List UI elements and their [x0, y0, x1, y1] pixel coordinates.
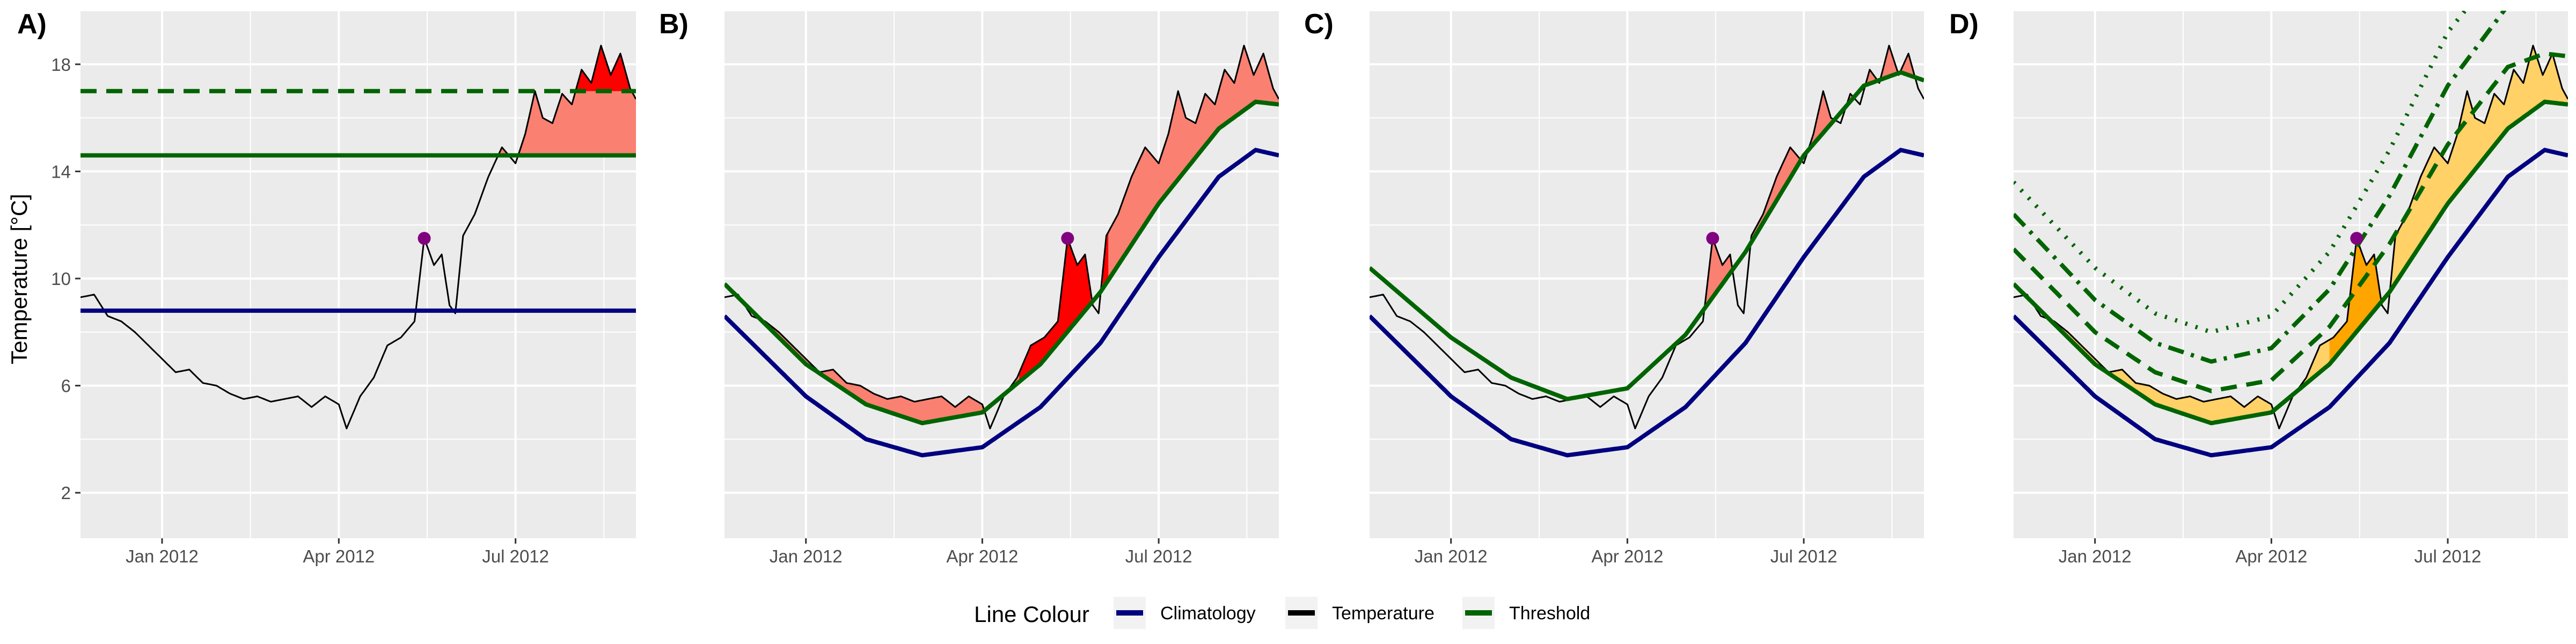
legend-label-temperature: Temperature: [1332, 603, 1435, 624]
x-tick-label: Jan 2012: [770, 546, 843, 566]
threshold-line: [1370, 70, 1924, 401]
percentile-line-dotted: [2014, 11, 2468, 334]
event-area: [1900, 53, 1914, 77]
x-tick-label: Apr 2012: [303, 546, 375, 566]
x-tick-label: Apr 2012: [2235, 546, 2307, 566]
x-tick-label: Jan 2012: [126, 546, 199, 566]
x-tick-label: Jan 2012: [1415, 546, 1488, 566]
panel-background: [2014, 11, 2568, 538]
y-tick-label: 2: [61, 483, 71, 503]
event-area: [1019, 238, 1091, 382]
x-tick-label: Jul 2012: [482, 546, 549, 566]
event-area: [1102, 45, 1279, 289]
climatology-line: [2014, 148, 2568, 458]
y-tick-label: 14: [51, 162, 71, 181]
percentile-line-dashdot: [2014, 11, 2507, 364]
legend-label-threshold: Threshold: [1509, 603, 1590, 624]
legend-title: Line Colour: [974, 602, 1089, 627]
temperature-line: [80, 45, 636, 429]
x-tick-label: Jul 2012: [1770, 546, 1838, 566]
threshold-line: [2014, 99, 2568, 426]
event-area: [2391, 45, 2568, 289]
event-area: [761, 320, 984, 423]
event-area: [2050, 320, 2273, 423]
y-axis-title: Temperature [°C]: [6, 194, 32, 364]
panel-d: Jan 2012 Apr 2012 Jul 2012 D): [1949, 9, 2568, 566]
y-tick-label: 6: [61, 376, 71, 396]
legend-item-temperature: Temperature: [1285, 597, 1435, 629]
panel-background: [724, 11, 1279, 538]
threshold-line: [724, 99, 1279, 426]
x-tick-label: Apr 2012: [946, 546, 1018, 566]
y-tick-label: 10: [51, 269, 71, 289]
x-tick-label: Apr 2012: [1591, 546, 1663, 566]
peak-marker: [1706, 232, 1719, 245]
peak-marker: [1061, 232, 1074, 245]
series-lines: [2014, 11, 2568, 458]
event-area: [1704, 238, 1732, 308]
y-tick-label: 18: [51, 55, 71, 75]
legend-item-threshold: Threshold: [1462, 597, 1590, 629]
series-lines: [724, 45, 1279, 458]
legend-item-climatology: Climatology: [1114, 597, 1256, 629]
panel-a: Jan 2012 Apr 2012 Jul 2012 2 6 10 14 18A): [17, 9, 636, 566]
percentile-line-dashed: [2014, 51, 2568, 393]
series-lines: [1370, 45, 1924, 458]
x-tick-label: Jan 2012: [2059, 546, 2132, 566]
series-lines: [80, 45, 636, 429]
panel-label: D): [1949, 9, 1979, 40]
panel-background: [80, 11, 636, 538]
panel-label: C): [1304, 9, 1334, 40]
event-area: [575, 45, 631, 91]
panel-c: Jan 2012 Apr 2012 Jul 2012 C): [1304, 9, 1924, 566]
climatology-line: [724, 148, 1279, 458]
event-area: [2329, 238, 2380, 364]
panel-b: Jan 2012 Apr 2012 Jul 2012 B): [659, 9, 1279, 566]
peak-marker: [2350, 232, 2363, 245]
x-tick-label: Jul 2012: [1125, 546, 1192, 566]
legend: Line Colour Climatology Temperature Thre…: [974, 597, 1590, 629]
panel-background: [1370, 11, 1924, 538]
temperature-line: [1370, 45, 1924, 429]
event-area: [1102, 232, 1109, 289]
peak-marker: [418, 232, 431, 245]
panel-label: B): [659, 9, 689, 40]
climatology-line: [1370, 148, 1924, 458]
panel-label: A): [17, 9, 47, 40]
legend-label-climatology: Climatology: [1160, 603, 1256, 624]
event-area: [1881, 45, 1897, 79]
x-tick-label: Jul 2012: [2414, 546, 2482, 566]
